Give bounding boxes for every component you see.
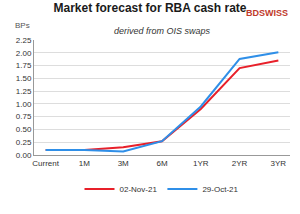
svg-text:0.25: 0.25: [16, 138, 32, 147]
svg-text:0.75: 0.75: [16, 112, 32, 121]
svg-text:BDSWISS: BDSWISS: [246, 8, 288, 18]
svg-text:1YR: 1YR: [193, 159, 209, 168]
svg-text:2.25: 2.25: [16, 36, 32, 45]
svg-text:1.50: 1.50: [16, 74, 32, 83]
svg-text:3M: 3M: [118, 159, 129, 168]
svg-text:BPs: BPs: [15, 21, 30, 30]
svg-text:29-Oct-21: 29-Oct-21: [202, 185, 238, 194]
svg-text:1M: 1M: [79, 159, 90, 168]
svg-text:3YR: 3YR: [271, 159, 287, 168]
svg-text:2YR: 2YR: [232, 159, 248, 168]
svg-text:1.75: 1.75: [16, 61, 32, 70]
svg-text:1.00: 1.00: [16, 100, 32, 109]
svg-text:02-Nov-21: 02-Nov-21: [120, 185, 158, 194]
svg-text:Current: Current: [32, 159, 59, 168]
svg-text:2.00: 2.00: [16, 49, 32, 58]
svg-text:6M: 6M: [156, 159, 167, 168]
svg-text:0.00: 0.00: [16, 151, 32, 160]
svg-text:derived from OIS swaps: derived from OIS swaps: [114, 26, 211, 36]
svg-text:Market forecast for RBA cash r: Market forecast for RBA cash rate: [54, 1, 247, 15]
svg-text:1.25: 1.25: [16, 87, 32, 96]
svg-text:0.50: 0.50: [16, 125, 32, 134]
